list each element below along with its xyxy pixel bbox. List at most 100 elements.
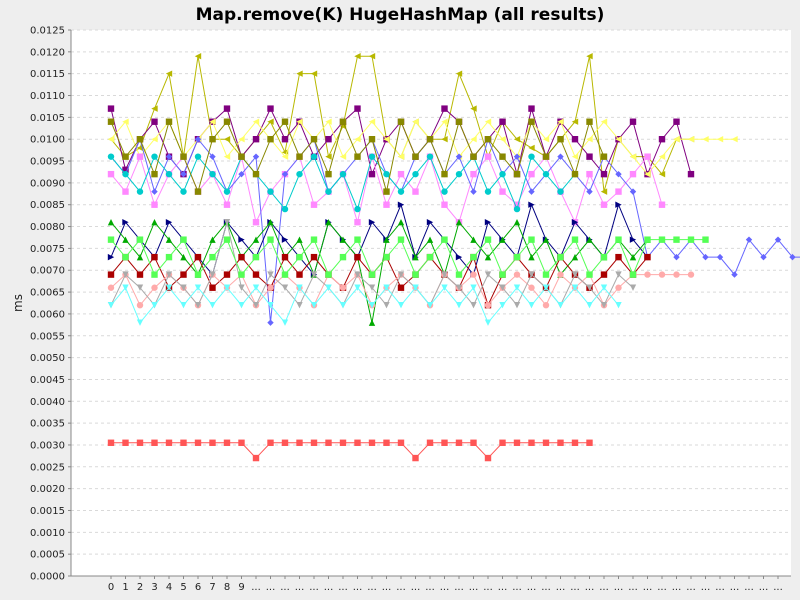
data-point bbox=[484, 454, 492, 462]
data-point bbox=[687, 271, 695, 278]
series-line bbox=[110, 120, 735, 175]
data-point bbox=[339, 236, 347, 243]
data-point bbox=[586, 153, 593, 160]
data-point bbox=[107, 253, 115, 261]
series-line bbox=[110, 221, 648, 323]
data-point bbox=[397, 153, 405, 160]
x-tick-label: ... bbox=[367, 582, 377, 593]
data-point bbox=[122, 153, 129, 160]
data-point bbox=[368, 136, 376, 143]
y-tick-label: 0.0030 bbox=[30, 440, 65, 451]
x-tick-label: ... bbox=[599, 582, 609, 593]
data-point bbox=[122, 166, 129, 173]
data-point bbox=[310, 136, 318, 143]
data-point bbox=[281, 271, 289, 278]
data-point bbox=[571, 271, 579, 278]
data-point bbox=[354, 284, 361, 291]
x-tick-label: ... bbox=[411, 582, 421, 593]
x-tick-label: ... bbox=[440, 582, 450, 593]
data-point bbox=[354, 53, 361, 60]
data-point bbox=[310, 201, 318, 208]
data-point bbox=[281, 170, 289, 178]
series-13 bbox=[107, 284, 622, 326]
data-point bbox=[499, 118, 506, 125]
data-point bbox=[629, 253, 637, 261]
data-point bbox=[252, 284, 260, 291]
data-point bbox=[528, 439, 535, 446]
data-point bbox=[499, 236, 506, 243]
data-point bbox=[122, 170, 129, 178]
data-point bbox=[136, 253, 144, 261]
data-point bbox=[629, 170, 637, 178]
data-point bbox=[339, 170, 347, 178]
data-point bbox=[238, 153, 245, 160]
data-point bbox=[354, 136, 361, 143]
data-point bbox=[513, 253, 521, 261]
data-point bbox=[484, 253, 492, 261]
data-point bbox=[383, 236, 390, 243]
data-point bbox=[658, 170, 666, 178]
data-point bbox=[107, 153, 115, 160]
data-point bbox=[484, 301, 492, 309]
data-point bbox=[180, 271, 187, 278]
data-point bbox=[470, 170, 477, 178]
y-tick-label: 0.0070 bbox=[30, 266, 65, 277]
y-tick-label: 0.0100 bbox=[30, 135, 65, 146]
y-tick-label: 0.0050 bbox=[30, 353, 65, 364]
data-point bbox=[267, 439, 274, 446]
data-point bbox=[412, 454, 419, 462]
data-point bbox=[281, 284, 289, 291]
data-point bbox=[107, 301, 115, 309]
data-point bbox=[542, 236, 550, 243]
data-point bbox=[165, 218, 173, 226]
data-point bbox=[354, 105, 361, 112]
data-point bbox=[484, 188, 492, 195]
data-point bbox=[325, 218, 332, 226]
data-point bbox=[223, 153, 231, 160]
data-point bbox=[470, 284, 477, 291]
data-point bbox=[455, 301, 463, 309]
data-point bbox=[267, 301, 274, 309]
data-point bbox=[223, 136, 231, 143]
data-point bbox=[194, 136, 202, 143]
data-point bbox=[180, 153, 187, 160]
data-point bbox=[368, 218, 376, 226]
data-point bbox=[397, 201, 405, 208]
data-point bbox=[441, 439, 448, 446]
data-point bbox=[673, 136, 680, 143]
data-point bbox=[571, 136, 579, 143]
data-point bbox=[383, 253, 390, 261]
data-point bbox=[658, 271, 666, 278]
data-point bbox=[629, 284, 637, 291]
data-point bbox=[571, 218, 579, 226]
y-tick-label: 0.0125 bbox=[30, 26, 65, 37]
data-point bbox=[296, 301, 303, 309]
data-point bbox=[484, 136, 492, 143]
data-point bbox=[731, 136, 738, 143]
data-point bbox=[368, 153, 376, 160]
data-point bbox=[368, 271, 376, 278]
data-point bbox=[238, 271, 245, 278]
data-point bbox=[499, 188, 506, 195]
data-point bbox=[368, 284, 376, 291]
data-point bbox=[325, 188, 332, 195]
y-tick-label: 0.0090 bbox=[30, 178, 65, 189]
x-tick-label: ... bbox=[483, 582, 493, 593]
data-point bbox=[296, 70, 303, 77]
x-tick-label: ... bbox=[266, 582, 276, 593]
x-tick-label: ... bbox=[701, 582, 711, 593]
data-point bbox=[745, 236, 753, 243]
data-point bbox=[484, 236, 492, 243]
data-point bbox=[470, 439, 477, 446]
data-point bbox=[600, 271, 608, 278]
x-tick-label: ... bbox=[454, 582, 464, 593]
data-point bbox=[267, 236, 274, 243]
data-point bbox=[252, 118, 260, 125]
data-point bbox=[180, 284, 187, 291]
data-point bbox=[513, 218, 521, 226]
data-point bbox=[223, 201, 231, 208]
data-point bbox=[354, 153, 361, 160]
y-tick-label: 0.0025 bbox=[30, 462, 65, 473]
data-point bbox=[107, 271, 115, 278]
data-point bbox=[615, 301, 622, 309]
